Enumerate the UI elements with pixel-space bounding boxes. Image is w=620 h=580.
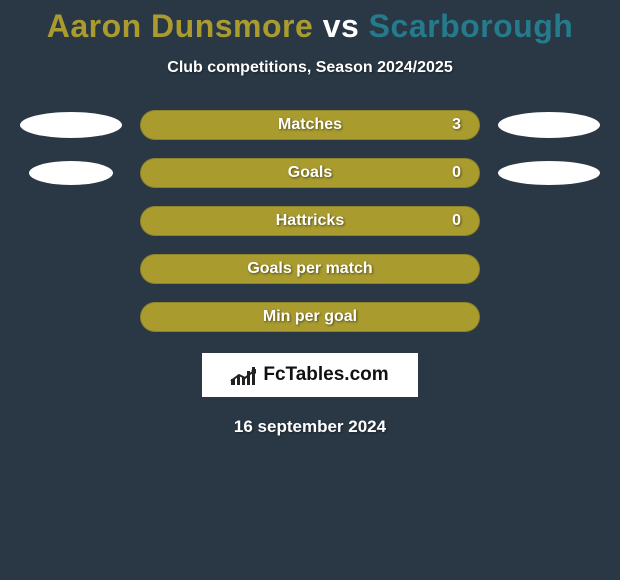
stat-ellipse-left bbox=[29, 161, 113, 185]
stat-bar: Goals 0 bbox=[140, 158, 480, 188]
stat-row: Hattricks 0 bbox=[0, 205, 620, 237]
stat-bar: Goals per match bbox=[140, 254, 480, 284]
stat-label: Hattricks bbox=[276, 212, 344, 230]
fctables-logo: FcTables.com bbox=[202, 353, 418, 397]
stat-label: Goals per match bbox=[247, 260, 372, 278]
title-player: Aaron Dunsmore bbox=[47, 8, 314, 44]
left-ellipse-slot bbox=[20, 161, 140, 185]
stat-label: Min per goal bbox=[263, 308, 357, 326]
stat-value: 0 bbox=[452, 164, 461, 182]
stat-row: Goals per match bbox=[0, 253, 620, 285]
stat-ellipse-left bbox=[20, 112, 122, 138]
stat-ellipse-right bbox=[498, 112, 600, 138]
stat-bar: Hattricks 0 bbox=[140, 206, 480, 236]
stat-bar: Min per goal bbox=[140, 302, 480, 332]
right-ellipse-slot bbox=[480, 112, 600, 138]
stat-value: 0 bbox=[452, 212, 461, 230]
stat-bar: Matches 3 bbox=[140, 110, 480, 140]
title-vs: vs bbox=[323, 8, 360, 44]
stat-value: 3 bbox=[452, 116, 461, 134]
logo-arrow-icon bbox=[229, 369, 259, 383]
logo-chart-icon bbox=[231, 365, 255, 385]
comparison-title: Aaron Dunsmore vs Scarborough bbox=[0, 0, 620, 45]
logo-text: FcTables.com bbox=[263, 364, 388, 386]
stat-label: Matches bbox=[278, 116, 342, 134]
date-line: 16 september 2024 bbox=[0, 417, 620, 437]
stat-row: Matches 3 bbox=[0, 109, 620, 141]
right-ellipse-slot bbox=[480, 161, 600, 185]
stat-row: Goals 0 bbox=[0, 157, 620, 189]
stat-label: Goals bbox=[288, 164, 332, 182]
title-opponent: Scarborough bbox=[369, 8, 574, 44]
left-ellipse-slot bbox=[20, 112, 140, 138]
stats-area: Matches 3 Goals 0 Hattricks 0 Goals per match M… bbox=[0, 109, 620, 333]
stat-row: Min per goal bbox=[0, 301, 620, 333]
subtitle: Club competitions, Season 2024/2025 bbox=[0, 59, 620, 77]
stat-ellipse-right bbox=[498, 161, 600, 185]
